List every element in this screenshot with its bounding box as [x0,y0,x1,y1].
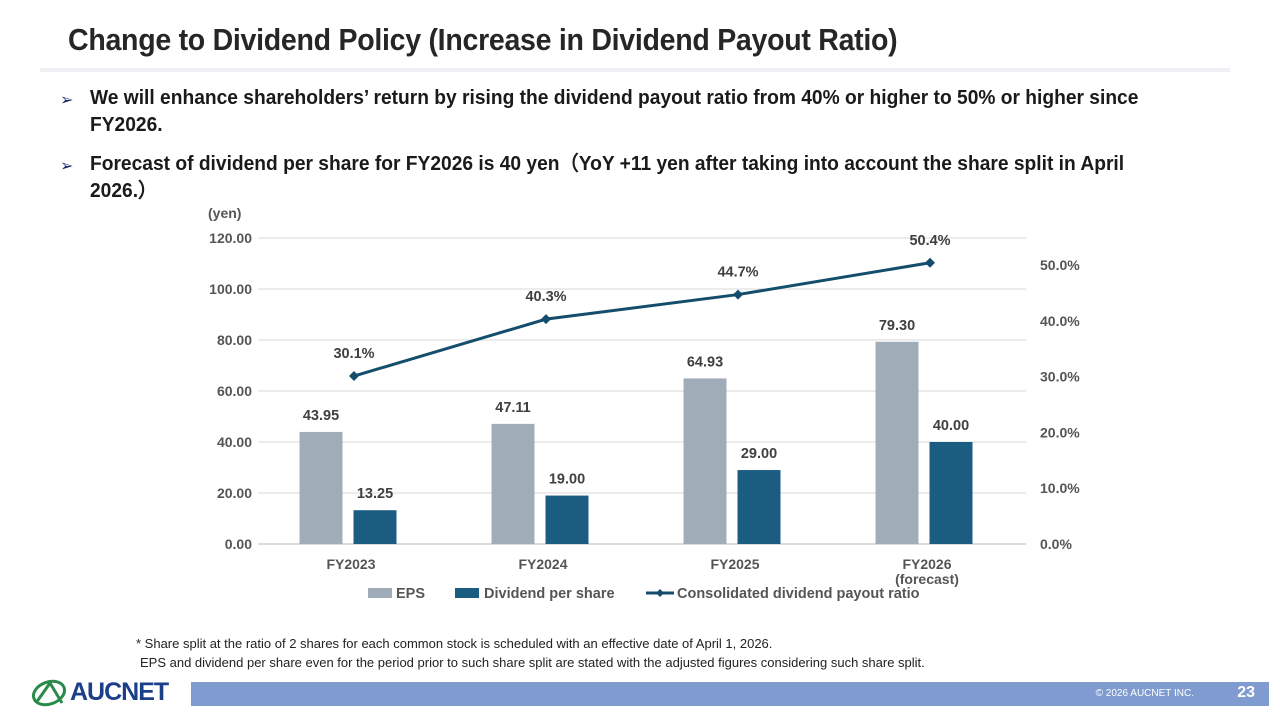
y-axis-unit-label: (yen) [208,205,241,221]
y2-tick-label: 50.0% [1040,257,1080,273]
logo-text: AUCNET [70,678,169,706]
x-tick-label: (forecast) [895,571,959,587]
footnote-line: EPS and dividend per share even for the … [140,655,925,670]
y-tick-label: 80.00 [217,332,252,348]
legend-label-ratio: Consolidated dividend payout ratio [677,586,920,602]
eps-bar [299,431,343,544]
company-logo: AUCNET [30,678,169,707]
eps-data-label: 79.30 [879,318,915,334]
payout-ratio-marker [541,314,551,325]
y2-tick-label: 20.0% [1040,424,1080,440]
dps-bar [545,495,589,544]
bullet-text: We will enhance shareholders’ return by … [90,87,1139,136]
x-tick-label: FY2023 [326,556,375,572]
dps-data-label: 40.00 [933,418,969,434]
legend-swatch-eps [368,588,392,598]
y2-tick-label: 30.0% [1040,369,1080,385]
x-tick-label: FY2026 [902,556,951,572]
eps-data-label: 43.95 [303,408,339,424]
y2-tick-label: 40.0% [1040,313,1080,329]
page-title: Change to Dividend Policy (Increase in D… [68,22,898,57]
x-tick-label: FY2024 [518,556,567,572]
title-divider [40,68,1230,72]
payout-ratio-data-label: 30.1% [333,346,374,362]
dps-data-label: 29.00 [741,446,777,462]
payout-ratio-line [353,261,931,378]
footnote: * Share split at the ratio of 2 shares f… [136,634,925,672]
eps-data-label: 64.93 [687,354,723,370]
legend-label-dps: Dividend per share [484,586,615,602]
dps-data-label: 13.25 [357,486,393,502]
payout-ratio-marker [925,257,935,268]
y-tick-label: 20.00 [217,485,252,501]
eps-bar [491,423,535,544]
y-tick-label: 120.00 [209,230,252,246]
payout-ratio-marker [733,289,743,300]
payout-ratio-data-label: 40.3% [525,289,566,305]
payout-ratio-marker [349,371,359,382]
dividend-chart: (yen) 0.00 20.00 40.00 60.00 80.00 100.00 120.0… [208,205,1080,602]
dps-bar [929,442,973,544]
y-tick-label: 40.00 [217,434,252,450]
payout-ratio-data-label: 44.7% [717,265,758,281]
dps-data-label: 19.00 [549,472,585,488]
payout-ratio-data-label: 50.4% [909,233,950,249]
footnote-line: * Share split at the ratio of 2 shares f… [136,636,773,651]
page-number: 23 [1237,684,1255,701]
bullet-item: ➢ We will enhance shareholders’ return b… [60,85,1230,139]
eps-data-label: 47.11 [495,400,531,416]
dps-bar [353,510,397,544]
legend-label-eps: EPS [396,586,425,602]
dps-bar [737,470,781,544]
eps-bar [683,378,727,544]
arrowhead-bullet-icon: ➢ [60,158,74,175]
footer-bar: © 2026 AUCNET INC. 23 [191,682,1269,706]
eps-bar [875,341,919,544]
x-tick-label: FY2025 [710,556,759,572]
copyright: © 2026 AUCNET INC. [1095,688,1194,699]
y2-tick-label: 10.0% [1040,480,1080,496]
aucnet-logo-icon [32,679,66,706]
bullet-text: Forecast of dividend per share for FY202… [90,153,1125,202]
y-tick-label: 60.00 [217,383,252,399]
y2-tick-label: 0.0% [1040,536,1072,552]
arrowhead-bullet-icon: ➢ [60,92,74,109]
bullet-item: ➢ Forecast of dividend per share for FY2… [60,151,1230,205]
legend-swatch-dps [455,588,479,598]
y-tick-label: 0.00 [225,536,252,552]
legend-marker-ratio [656,589,664,597]
y-tick-label: 100.00 [209,281,252,297]
bullet-list: ➢ We will enhance shareholders’ return b… [60,85,1230,217]
